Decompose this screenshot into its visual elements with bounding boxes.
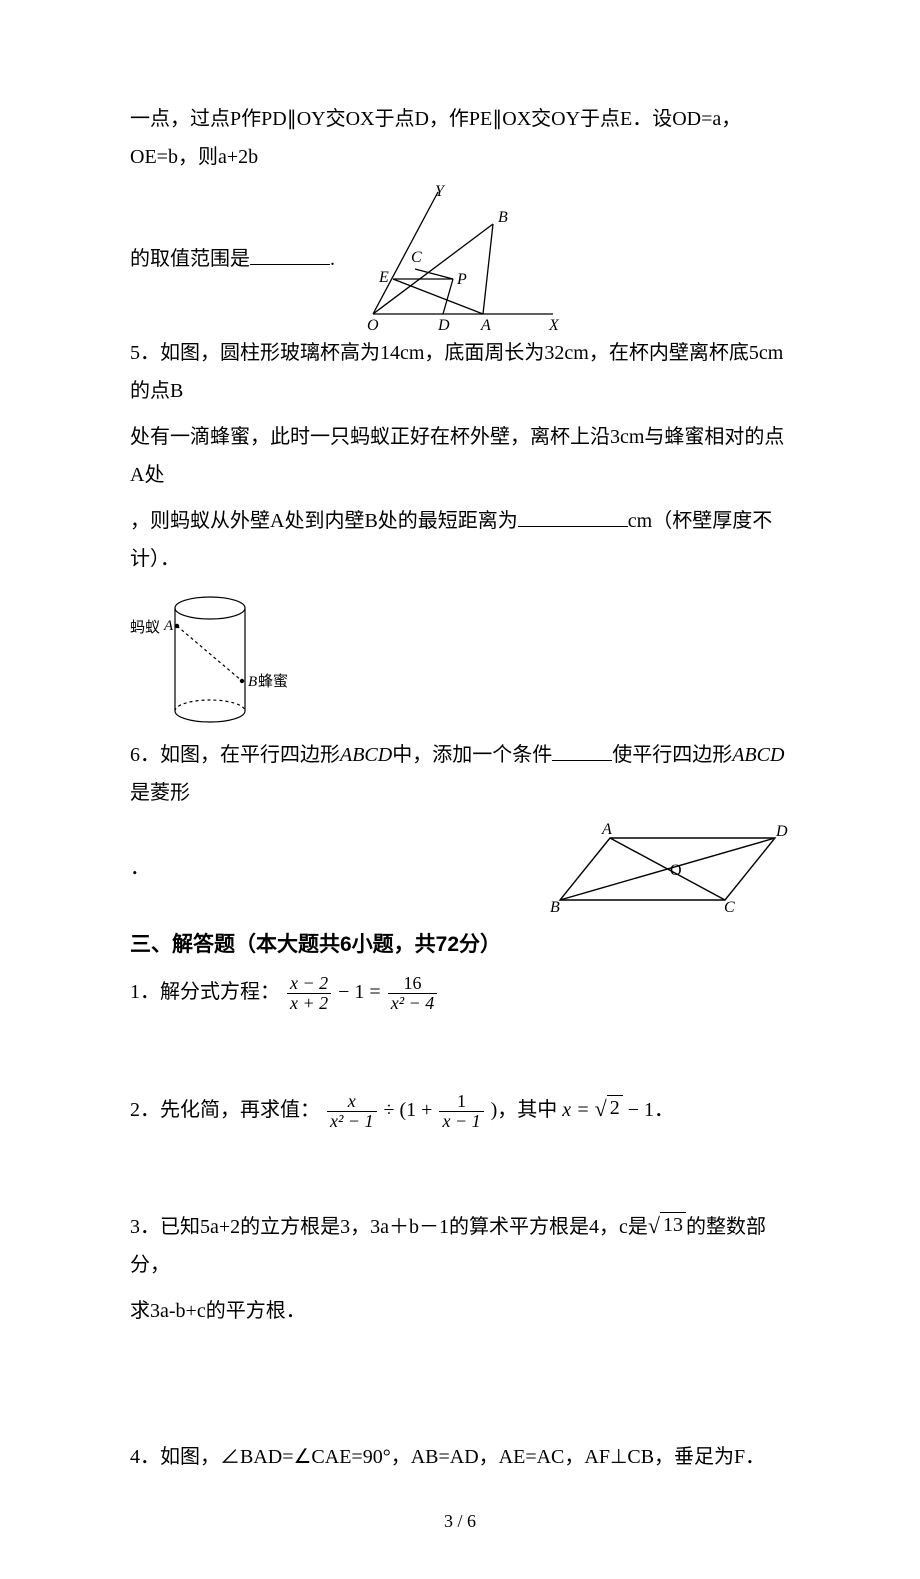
p1-frac1-den: x + 2	[287, 993, 331, 1013]
q6-svg: A D B C O	[540, 820, 790, 915]
p3-line1: 3．已知5a+2的立方根是3，3a＋b－1的算术平方根是4，c是√13的整数部分…	[130, 1208, 790, 1284]
p2-tail: − 1．	[628, 1099, 674, 1121]
q5-blank	[518, 506, 628, 527]
q5-lbl-A: A	[163, 618, 174, 634]
q6-lbl-O: O	[670, 862, 682, 879]
spacer	[130, 1408, 790, 1438]
q6-row: ． A D B C O	[130, 820, 790, 915]
q4-figure: Y B C E P O D A X	[353, 184, 563, 334]
p2-after: )，其中	[491, 1099, 563, 1121]
p2-div: ÷ (1 +	[384, 1099, 438, 1121]
p2-f1-num: x	[327, 1092, 377, 1111]
q5-line2: 处有一滴蜂蜜，此时一只蚂蚁正好在杯外壁，离杯上沿3cm与蜂蜜相对的点A处	[130, 418, 790, 494]
p2-f1-den: x² − 1	[327, 1111, 377, 1131]
p1-label: 1．解分式方程：	[130, 981, 280, 1003]
q4-blank	[250, 244, 330, 265]
p1-mid: − 1 =	[338, 981, 381, 1003]
q6-lbl-A: A	[601, 821, 612, 838]
p2-frac2: 1x − 1	[439, 1092, 483, 1131]
q6-mid: 中，添加一个条件	[392, 744, 552, 766]
p2-xeq: x =	[562, 1099, 589, 1121]
q6-blank	[552, 740, 612, 761]
q4-line2: 的取值范围是.	[130, 240, 335, 278]
q5-lbl-ant: 蚂蚁	[130, 619, 160, 636]
q6-suffix1: 使平行四边形	[612, 744, 732, 766]
q6-abcd1: ABCD	[340, 744, 392, 766]
p1-frac1: x − 2x + 2	[287, 974, 331, 1013]
q5-lbl-B: B	[248, 674, 257, 690]
q5-line3-prefix: ，则蚂蚁从外壁A处到内壁B处的最短距离为	[130, 510, 518, 532]
q6-prefix: 6．如图，在平行四边形	[130, 744, 340, 766]
p2: 2．先化简，再求值： xx² − 1 ÷ (1 + 1x − 1 )，其中 x …	[130, 1091, 790, 1131]
q4-line2-prefix: 的取值范围是	[130, 248, 250, 270]
fig4-lbl-C: C	[411, 249, 422, 266]
fig4-lbl-D: D	[437, 317, 450, 334]
p1: 1．解分式方程： x − 2x + 2 − 1 = 16x² − 4	[130, 973, 790, 1013]
fig4-lbl-A: A	[480, 317, 491, 334]
p2-label: 2．先化简，再求值：	[130, 1099, 320, 1121]
q6-suffix2: 是菱形	[130, 782, 190, 804]
p3-line1a: 3．已知5a+2的立方根是3，3a＋b－1的算术平方根是4，c是	[130, 1216, 648, 1238]
q5-line3: ，则蚂蚁从外壁A处到内壁B处的最短距离为cm（杯壁厚度不计）．	[130, 502, 790, 578]
q6-lbl-C: C	[724, 899, 735, 915]
q5-svg: 蚂蚁 A B 蜂蜜	[130, 586, 300, 736]
p2-f2-den: x − 1	[439, 1111, 483, 1131]
q5-figure: 蚂蚁 A B 蜂蜜	[130, 586, 300, 736]
q6-period: ．	[130, 849, 150, 887]
q6-line1: 6．如图，在平行四边形ABCD中，添加一个条件使平行四边形ABCD是菱形	[130, 736, 790, 812]
q4-svg: Y B C E P O D A X	[353, 184, 563, 334]
fig4-lbl-E: E	[378, 269, 389, 286]
spacer	[130, 1021, 790, 1091]
q6-lbl-B: B	[550, 899, 560, 915]
q5-line1: 5．如图，圆柱形玻璃杯高为14cm，底面周长为32cm，在杯内壁离杯底5cm的点…	[130, 334, 790, 410]
fig4-lbl-O: O	[367, 317, 379, 334]
spacer	[130, 1338, 790, 1408]
p3-sqrt: √13	[648, 1212, 686, 1237]
page: 一点，过点P作PD∥OY交OX于点D，作PE∥OX交OY于点E．设OD=a，OE…	[0, 0, 920, 1579]
p2-f2-num: 1	[439, 1092, 483, 1111]
p1-frac1-num: x − 2	[287, 974, 331, 993]
p2-frac1: xx² − 1	[327, 1092, 377, 1131]
p1-frac2-num: 16	[388, 974, 438, 993]
page-number: 3 / 6	[130, 1504, 790, 1538]
q4-row: 的取值范围是. Y B C E P	[130, 184, 790, 334]
spacer	[130, 1138, 790, 1208]
q6-abcd2: ABCD	[732, 744, 784, 766]
fig4-lbl-P: P	[456, 271, 467, 288]
q6-figure: A D B C O	[540, 820, 790, 915]
p2-sqrt: √2	[595, 1095, 623, 1120]
section3-title: 三、解答题（本大题共6小题，共72分）	[130, 925, 790, 965]
fig4-lbl-X: X	[548, 317, 560, 334]
p2-sqrt-val: 2	[607, 1095, 623, 1120]
p3-line2: 求3a-b+c的平方根．	[130, 1292, 790, 1330]
p4: 4．如图，∠BAD=∠CAE=90°，AB=AD，AE=AC，AF⊥CB，垂足为…	[130, 1438, 790, 1476]
fig4-lbl-Y: Y	[435, 184, 446, 200]
q6-lbl-D: D	[775, 823, 788, 840]
p1-frac2: 16x² − 4	[388, 974, 438, 1013]
p3-sqrt-val: 13	[660, 1212, 686, 1237]
q5-lbl-honey: 蜂蜜	[258, 673, 288, 690]
p1-frac2-den: x² − 4	[388, 993, 438, 1013]
fig4-lbl-B: B	[498, 209, 508, 226]
q4-line2-suffix: .	[330, 248, 335, 270]
q4-line1: 一点，过点P作PD∥OY交OX于点D，作PE∥OX交OY于点E．设OD=a，OE…	[130, 100, 790, 176]
